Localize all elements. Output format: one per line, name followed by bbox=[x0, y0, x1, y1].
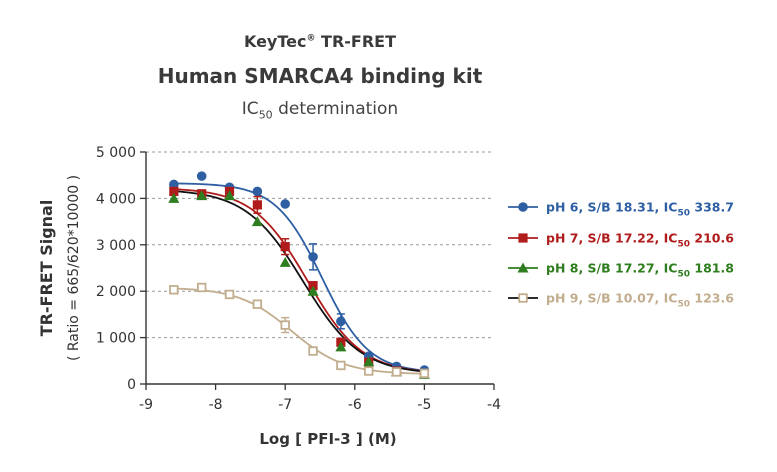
data-point-series-2 bbox=[280, 242, 290, 252]
data-point-series-4 bbox=[391, 367, 402, 377]
data-point-series-4 bbox=[196, 282, 207, 293]
y-tick-label: 5 000 bbox=[96, 145, 136, 161]
legend-marker bbox=[518, 233, 528, 243]
data-point-series-4 bbox=[419, 368, 430, 379]
data-point-series-2 bbox=[252, 200, 262, 210]
data-point-series-4 bbox=[308, 346, 318, 356]
legend-marker bbox=[518, 293, 528, 303]
data-point-series-4 bbox=[252, 299, 263, 309]
data-point-series-3 bbox=[307, 285, 319, 296]
x-tick-label: -8 bbox=[209, 397, 223, 413]
y-tick-label: 1 000 bbox=[96, 331, 136, 347]
y-tick-label: 4 000 bbox=[96, 191, 136, 207]
axes: 0 1 000 2 000 3 000 4 000 5 000 -9 -8 -7 -6 -5 -4 bbox=[96, 145, 501, 413]
fit-curve-2 bbox=[173, 188, 425, 373]
data-point-series-3 bbox=[363, 356, 375, 367]
brand-title: KeyTec® TR-FRET bbox=[243, 32, 397, 51]
data-point-series-3 bbox=[251, 216, 263, 227]
x-tick-label: -5 bbox=[417, 397, 431, 413]
data-point-series-3 bbox=[279, 256, 291, 267]
legend-entry-1: pH 6, S/B 18.31, IC50 338.7 bbox=[546, 200, 734, 219]
y-axis-label: TR-FRET Signal bbox=[37, 200, 56, 337]
grid-lines bbox=[146, 151, 494, 339]
fit-curve-1 bbox=[173, 182, 425, 372]
x-tick-label: -6 bbox=[348, 397, 362, 413]
data-point-series-4 bbox=[364, 366, 374, 376]
data-point-series-4 bbox=[224, 289, 235, 300]
data-point-series-3 bbox=[196, 190, 208, 201]
chart-title: Human SMARCA4 binding kit bbox=[157, 64, 483, 88]
data-point-series-1 bbox=[336, 316, 346, 327]
data-point-series-1 bbox=[196, 171, 207, 181]
data-point-series-2 bbox=[169, 186, 179, 197]
y-axis-sublabel: ( Ratio = 665/620*10000 ) bbox=[66, 175, 82, 361]
data-point-series-4 bbox=[336, 360, 346, 371]
data-point-series-2 bbox=[308, 281, 318, 291]
legend-entry-3: pH 8, S/B 17.27, IC50 181.8 bbox=[546, 261, 734, 280]
data-point-series-1 bbox=[252, 186, 263, 197]
x-tick-label: -7 bbox=[278, 397, 292, 413]
x-tick-label: -9 bbox=[139, 397, 153, 413]
legend-marker bbox=[517, 262, 529, 273]
y-tick-label: 3 000 bbox=[96, 238, 136, 254]
data-point-series-1 bbox=[308, 252, 318, 262]
x-tick-label: -4 bbox=[487, 397, 501, 413]
fit-curve-4 bbox=[173, 287, 425, 375]
y-tick-label: 2 000 bbox=[96, 284, 136, 300]
legend-entry-2: pH 7, S/B 17.22, IC50 210.6 bbox=[546, 231, 734, 250]
data-point-series-4 bbox=[280, 320, 290, 330]
data-point-series-3 bbox=[335, 341, 347, 352]
data-point-series-3 bbox=[168, 192, 180, 203]
data-point-series-3 bbox=[224, 190, 236, 201]
data-point-series-4 bbox=[169, 285, 179, 295]
legend: pH 6, S/B 18.31, IC50 338.7 pH 7, S/B 17.… bbox=[508, 200, 734, 310]
legend-marker bbox=[518, 202, 528, 212]
fit-curve-3 bbox=[173, 190, 425, 373]
data-points bbox=[168, 171, 430, 379]
y-tick-label: 0 bbox=[127, 377, 136, 393]
fit-curves bbox=[173, 182, 425, 375]
legend-entry-4: pH 9, S/B 10.07, IC50 123.6 bbox=[546, 291, 734, 310]
chart-subtitle: IC50 determination bbox=[241, 99, 399, 122]
data-point-series-1 bbox=[280, 199, 291, 209]
x-axis-label: Log [ PFI-3 ] (M) bbox=[259, 430, 396, 448]
